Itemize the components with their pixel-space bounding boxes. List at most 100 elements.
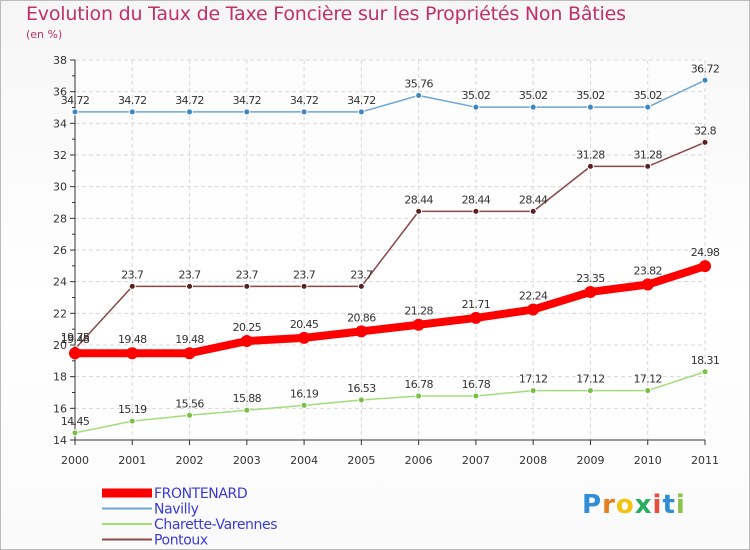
data-label-charette-varennes: 14.45 <box>61 415 90 428</box>
data-label-pontoux: 23.7 <box>293 268 316 281</box>
data-label-navilly: 35.76 <box>404 77 433 90</box>
data-point-frontenard <box>298 331 311 344</box>
data-point-frontenard <box>412 318 425 331</box>
data-label-pontoux: 32.8 <box>694 124 717 137</box>
logo-letter: r <box>602 490 616 520</box>
data-point-frontenard <box>641 278 654 291</box>
logo-letter: P <box>582 490 603 520</box>
data-point-pontoux <box>128 282 136 290</box>
series-line-charette-varennes <box>74 371 706 434</box>
x-tick-label: 2001 <box>118 454 146 467</box>
chart-title: Evolution du Taux de Taxe Foncière sur l… <box>26 3 626 25</box>
data-point-navilly <box>472 103 480 111</box>
data-label-navilly: 34.72 <box>290 94 319 107</box>
data-point-navilly <box>644 103 652 111</box>
y-tick-label: 34 <box>53 117 67 130</box>
data-label-frontenard: 23.82 <box>633 265 662 278</box>
data-point-charette-varennes <box>644 387 652 395</box>
data-label-navilly: 34.72 <box>175 94 204 107</box>
data-point-pontoux <box>529 207 537 215</box>
series-line-pontoux <box>74 141 706 350</box>
data-label-navilly: 35.02 <box>519 89 548 102</box>
data-label-navilly: 35.02 <box>462 89 491 102</box>
data-label-pontoux: 23.7 <box>350 268 373 281</box>
data-label-frontenard: 19.48 <box>175 333 204 346</box>
data-point-frontenard <box>355 325 368 338</box>
x-tick-label: 2011 <box>691 454 719 467</box>
data-point-navilly <box>529 103 537 111</box>
data-point-pontoux <box>300 282 308 290</box>
data-point-pontoux <box>644 162 652 170</box>
data-label-charette-varennes: 16.19 <box>290 387 319 400</box>
data-point-pontoux <box>186 282 194 290</box>
data-point-charette-varennes <box>529 387 537 395</box>
data-point-pontoux <box>472 207 480 215</box>
x-tick-label: 2009 <box>576 454 604 467</box>
data-point-navilly <box>357 108 365 116</box>
legend-label-frontenard: FRONTENARD <box>154 486 247 502</box>
data-label-frontenard: 24.98 <box>691 246 720 259</box>
data-point-frontenard <box>126 347 139 360</box>
data-point-charette-varennes <box>243 406 251 414</box>
x-tick-label: 2002 <box>176 454 204 467</box>
data-point-charette-varennes <box>586 387 594 395</box>
data-label-navilly: 34.72 <box>118 94 147 107</box>
y-tick-label: 22 <box>53 307 67 320</box>
data-point-frontenard <box>69 347 81 360</box>
y-tick-label: 20 <box>53 339 67 352</box>
data-point-charette-varennes <box>128 417 136 425</box>
data-point-frontenard <box>240 335 253 348</box>
x-tick-label: 2008 <box>519 454 547 467</box>
data-label-charette-varennes: 16.78 <box>462 378 491 391</box>
data-label-frontenard: 20.86 <box>347 311 376 324</box>
data-point-navilly <box>71 108 79 116</box>
y-tick-label: 32 <box>53 149 67 162</box>
y-tick-label: 38 <box>53 54 67 67</box>
data-label-pontoux: 23.7 <box>121 268 144 281</box>
data-label-navilly: 34.72 <box>233 94 262 107</box>
data-label-pontoux: 19.75 <box>61 331 90 344</box>
x-tick-label: 2006 <box>405 454 433 467</box>
data-point-frontenard <box>183 347 196 360</box>
y-tick-label: 16 <box>53 402 67 415</box>
data-label-frontenard: 19.48 <box>118 333 147 346</box>
legend-label-pontoux: Pontoux <box>154 533 208 549</box>
logo-letter: i <box>675 490 686 520</box>
data-label-frontenard: 20.25 <box>233 321 262 334</box>
data-label-pontoux: 23.7 <box>236 268 259 281</box>
y-axis-unit: (en %) <box>26 28 63 41</box>
x-tick-label: 2004 <box>290 454 318 467</box>
data-point-charette-varennes <box>357 396 365 404</box>
data-label-frontenard: 21.71 <box>462 298 491 311</box>
y-tick-label: 30 <box>53 181 67 194</box>
data-label-pontoux: 31.28 <box>633 148 662 161</box>
data-label-frontenard: 20.45 <box>290 318 319 331</box>
data-label-charette-varennes: 17.12 <box>519 373 548 386</box>
data-label-frontenard: 21.28 <box>404 305 433 318</box>
data-label-pontoux: 28.44 <box>404 193 433 206</box>
data-point-frontenard <box>699 260 711 273</box>
data-point-pontoux <box>586 162 594 170</box>
logo-letter: i <box>652 490 663 520</box>
data-label-charette-varennes: 15.88 <box>233 392 262 405</box>
y-tick-label: 18 <box>53 371 67 384</box>
data-label-charette-varennes: 15.56 <box>175 397 204 410</box>
data-point-charette-varennes <box>186 411 194 419</box>
data-label-charette-varennes: 16.53 <box>347 382 376 395</box>
data-label-charette-varennes: 17.12 <box>576 373 605 386</box>
data-point-navilly <box>701 76 709 84</box>
data-point-navilly <box>128 108 136 116</box>
data-label-navilly: 35.02 <box>633 89 662 102</box>
data-label-navilly: 36.72 <box>691 62 720 75</box>
data-label-frontenard: 23.35 <box>576 272 605 285</box>
data-label-pontoux: 28.44 <box>462 193 491 206</box>
data-label-pontoux: 23.7 <box>178 268 201 281</box>
data-label-charette-varennes: 18.31 <box>691 354 720 367</box>
data-point-pontoux <box>357 282 365 290</box>
y-tick-label: 28 <box>53 212 67 225</box>
y-tick-label: 24 <box>53 276 67 289</box>
data-label-navilly: 34.72 <box>61 94 90 107</box>
data-point-charette-varennes <box>415 392 423 400</box>
data-label-charette-varennes: 16.78 <box>404 378 433 391</box>
